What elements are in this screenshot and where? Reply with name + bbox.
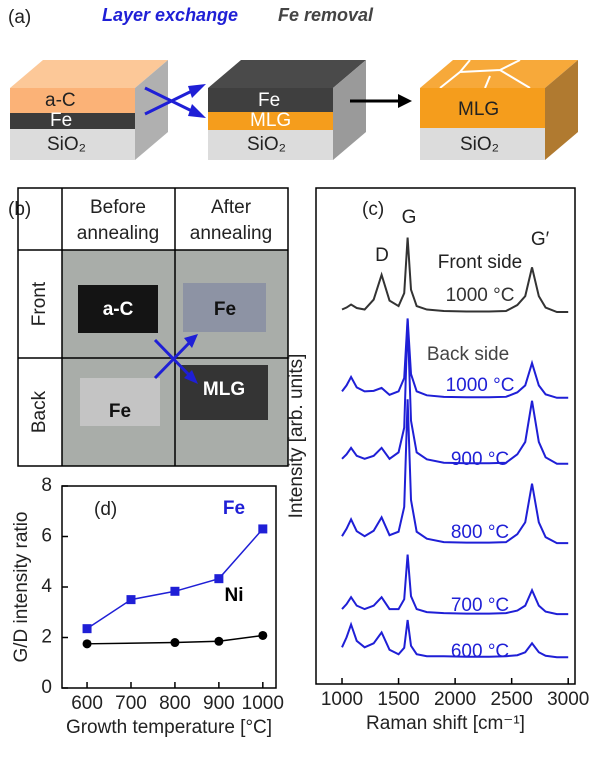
figure: (a) Layer exchange Fe removal a-C Fe SiO… [0, 0, 597, 772]
x-tick-label: 1000 [242, 693, 284, 714]
y-axis-label: G/D intensity ratio [11, 512, 32, 663]
x-tick-label: 1000 [321, 689, 363, 710]
x-tick-label: 1500 [377, 689, 419, 710]
panel-b: (b) Before annealing After annealing Fro… [8, 188, 288, 466]
layer-label: MLG [458, 99, 499, 120]
column-header: annealing [77, 223, 159, 244]
row-header: Back [29, 390, 50, 433]
panel-a: (a) Layer exchange Fe removal a-C Fe SiO… [8, 5, 578, 160]
series-label: 700 °C [451, 595, 509, 616]
layer-label: Fe [258, 90, 280, 111]
column-header: After [211, 197, 252, 218]
series-label: 1000 °C [446, 285, 515, 306]
row-header: Front [29, 281, 50, 326]
step-label: Fe removal [278, 5, 374, 25]
arrow-head [188, 104, 206, 118]
y-axis-label: Intensity [arb. units] [286, 354, 307, 519]
x-tick-label: 3000 [547, 689, 589, 710]
layer-label: SiO₂ [460, 134, 499, 155]
marker [170, 638, 179, 647]
y-tick-label: 6 [41, 526, 52, 547]
layer-label: SiO₂ [47, 134, 86, 155]
layer-label: MLG [250, 110, 291, 131]
x-tick-label: 2500 [491, 689, 533, 710]
layer-label: SiO₂ [247, 134, 286, 155]
series-label: 900 °C [451, 449, 509, 470]
panel-c-annotations: (c) D G G′ Front side Back side [362, 199, 550, 365]
marker [83, 624, 92, 633]
y-tick-label: 4 [41, 576, 52, 597]
peak-label: D [375, 245, 389, 266]
series-label: Fe [223, 498, 245, 519]
column-header: Before [90, 197, 146, 218]
marker [258, 631, 267, 640]
arrow-head [398, 94, 412, 108]
x-tick-label: 800 [159, 693, 191, 714]
series-label: Ni [225, 585, 244, 606]
arrow-head [188, 84, 206, 98]
x-tick-label: 2000 [434, 689, 476, 710]
peak-label: G [402, 207, 417, 228]
side-label: Front side [438, 252, 522, 273]
marker [126, 595, 135, 604]
series-label: 1000 °C [446, 375, 515, 396]
layer-label: a-C [45, 90, 76, 111]
x-axis-label: Growth temperature [°C] [66, 717, 272, 738]
x-axis-label: Raman shift [cm⁻¹] [366, 713, 525, 734]
marker [214, 637, 223, 646]
y-tick-label: 2 [41, 627, 52, 648]
sample-label: a-C [103, 299, 134, 320]
panel-label: (b) [8, 199, 31, 220]
side-label: Back side [427, 344, 509, 365]
series-line [87, 529, 263, 629]
marker [170, 587, 179, 596]
sample-label: Fe [214, 299, 236, 320]
layer-label: Fe [50, 110, 72, 131]
sample-label: MLG [203, 379, 245, 400]
peak-label: G′ [531, 229, 550, 250]
layer [10, 113, 135, 129]
y-tick-label: 8 [41, 475, 52, 496]
column-header: annealing [190, 223, 272, 244]
sample-label: Fe [109, 401, 131, 422]
panel-label: (a) [8, 7, 31, 28]
series-label: 600 °C [451, 641, 509, 662]
panel-label: (c) [362, 199, 384, 220]
marker [83, 639, 92, 648]
panel-label: (d) [94, 499, 117, 520]
x-tick-label: 900 [203, 693, 235, 714]
step-label: Layer exchange [102, 5, 238, 25]
x-tick-label: 700 [115, 693, 147, 714]
marker [214, 574, 223, 583]
marker [258, 524, 267, 533]
y-tick-label: 0 [41, 677, 52, 698]
x-tick-label: 600 [71, 693, 103, 714]
series-label: 800 °C [451, 522, 509, 543]
